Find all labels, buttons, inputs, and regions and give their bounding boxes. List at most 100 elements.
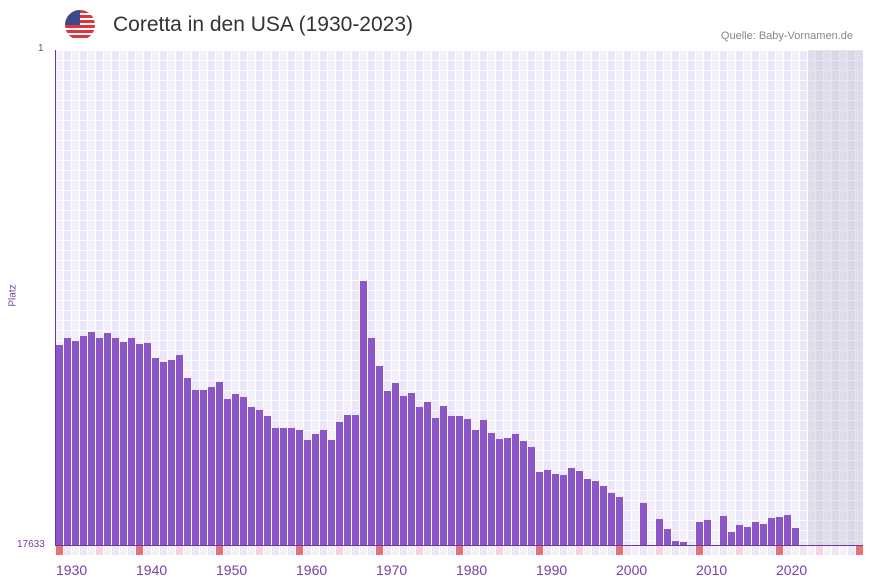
bar-1999[interactable] xyxy=(608,493,615,545)
year-marker xyxy=(64,546,71,555)
bar-2019[interactable] xyxy=(768,517,775,545)
bar-1981[interactable] xyxy=(464,419,471,545)
bar-1983[interactable] xyxy=(480,419,487,545)
bar-1938[interactable] xyxy=(120,341,127,545)
bar-1978[interactable] xyxy=(440,406,447,545)
year-marker xyxy=(632,546,639,555)
bar-1966[interactable] xyxy=(344,414,351,545)
year-marker xyxy=(528,546,535,555)
bar-1979[interactable] xyxy=(448,416,455,545)
bar-1937[interactable] xyxy=(112,338,119,545)
bar-1951[interactable] xyxy=(224,398,231,545)
bar-1996[interactable] xyxy=(584,478,591,545)
bar-1941[interactable] xyxy=(144,343,151,545)
source-label: Quelle: Baby-Vornamen.de xyxy=(720,30,853,42)
bar-1960[interactable] xyxy=(296,430,303,545)
bar-1947[interactable] xyxy=(192,390,199,545)
bar-1949[interactable] xyxy=(208,386,215,545)
bar-1971[interactable] xyxy=(384,390,391,545)
bar-1930[interactable] xyxy=(56,345,63,545)
bar-1944[interactable] xyxy=(168,359,175,545)
bar-1982[interactable] xyxy=(472,430,479,545)
bar-1993[interactable] xyxy=(560,475,567,545)
bar-2007[interactable] xyxy=(672,540,679,545)
bar-2017[interactable] xyxy=(752,522,759,545)
bar-1988[interactable] xyxy=(520,440,527,545)
bar-1943[interactable] xyxy=(160,361,167,545)
bar-2021[interactable] xyxy=(784,514,791,545)
bar-1997[interactable] xyxy=(592,480,599,545)
bar-1985[interactable] xyxy=(496,438,503,545)
bar-1961[interactable] xyxy=(304,440,311,545)
bar-2005[interactable] xyxy=(656,519,663,545)
bar-1965[interactable] xyxy=(336,422,343,545)
bar-1934[interactable] xyxy=(88,332,95,545)
bar-1974[interactable] xyxy=(408,393,415,545)
bar-1987[interactable] xyxy=(512,433,519,545)
bar-2022[interactable] xyxy=(792,527,799,545)
year-marker xyxy=(504,546,511,555)
bar-1986[interactable] xyxy=(504,438,511,545)
year-marker xyxy=(768,546,775,555)
bar-2020[interactable] xyxy=(776,517,783,545)
bar-2016[interactable] xyxy=(744,527,751,545)
bar-2011[interactable] xyxy=(704,519,711,545)
bar-1970[interactable] xyxy=(376,366,383,545)
bar-1945[interactable] xyxy=(176,354,183,545)
bar-2010[interactable] xyxy=(696,522,703,545)
bar-1957[interactable] xyxy=(272,427,279,545)
bar-2013[interactable] xyxy=(720,515,727,545)
bar-2015[interactable] xyxy=(736,525,743,545)
bar-2014[interactable] xyxy=(728,532,735,545)
bar-1948[interactable] xyxy=(200,390,207,545)
bar-1936[interactable] xyxy=(104,332,111,545)
bar-1977[interactable] xyxy=(432,417,439,545)
bar-1992[interactable] xyxy=(552,474,559,545)
bar-1950[interactable] xyxy=(216,382,223,545)
bar-1975[interactable] xyxy=(416,406,423,545)
bar-1995[interactable] xyxy=(576,470,583,545)
bar-1959[interactable] xyxy=(288,427,295,545)
bar-1998[interactable] xyxy=(600,485,607,545)
bar-1969[interactable] xyxy=(368,338,375,545)
bar-1991[interactable] xyxy=(544,469,551,545)
bar-1940[interactable] xyxy=(136,343,143,545)
bar-1931[interactable] xyxy=(64,338,71,545)
bar-1954[interactable] xyxy=(248,406,255,545)
bar-1989[interactable] xyxy=(528,446,535,545)
bar-1968[interactable] xyxy=(360,280,367,545)
year-marker xyxy=(712,546,719,555)
year-marker xyxy=(816,546,823,555)
bar-1952[interactable] xyxy=(232,393,239,545)
bar-1972[interactable] xyxy=(392,382,399,545)
bar-1964[interactable] xyxy=(328,440,335,545)
bar-1935[interactable] xyxy=(96,338,103,545)
bar-1958[interactable] xyxy=(280,427,287,545)
bar-1994[interactable] xyxy=(568,467,575,545)
bar-2000[interactable] xyxy=(616,496,623,545)
bar-2006[interactable] xyxy=(664,528,671,545)
bar-1932[interactable] xyxy=(72,340,79,545)
bar-1955[interactable] xyxy=(256,409,263,545)
bar-1962[interactable] xyxy=(312,433,319,545)
bar-1990[interactable] xyxy=(536,472,543,545)
bar-2003[interactable] xyxy=(640,503,647,545)
bar-1956[interactable] xyxy=(264,416,271,545)
bar-1967[interactable] xyxy=(352,414,359,545)
bar-1973[interactable] xyxy=(400,396,407,545)
year-marker xyxy=(496,546,503,555)
bar-2008[interactable] xyxy=(680,541,687,545)
bar-1933[interactable] xyxy=(80,335,87,545)
bar-1976[interactable] xyxy=(424,401,431,545)
bar-2018[interactable] xyxy=(760,524,767,545)
bar-1980[interactable] xyxy=(456,416,463,545)
bar-1953[interactable] xyxy=(240,396,247,545)
bar-1963[interactable] xyxy=(320,430,327,545)
bar-1984[interactable] xyxy=(488,432,495,545)
year-marker xyxy=(224,546,231,555)
year-marker xyxy=(520,546,527,555)
bar-1939[interactable] xyxy=(128,338,135,545)
year-marker xyxy=(304,546,311,555)
bar-1942[interactable] xyxy=(152,357,159,545)
bar-1946[interactable] xyxy=(184,377,191,545)
